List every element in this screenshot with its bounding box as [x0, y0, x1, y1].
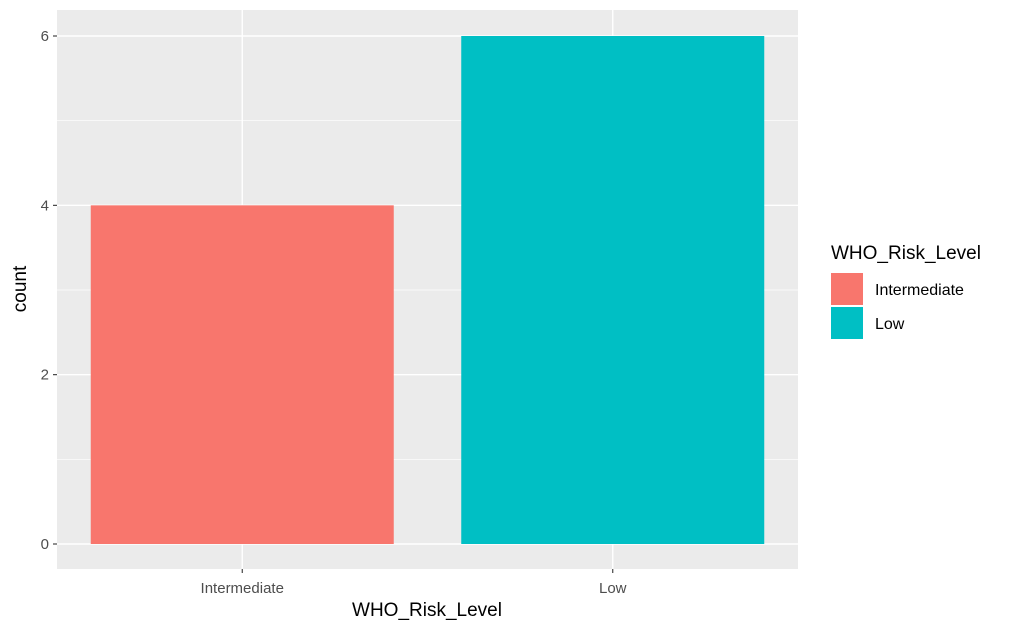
bar-intermediate [90, 205, 394, 545]
y-tick-label: 2 [41, 367, 49, 384]
legend-key-low [831, 307, 863, 339]
x-tick-label: Intermediate [201, 580, 284, 597]
bar-low [461, 36, 765, 544]
legend-label: Low [875, 316, 905, 333]
legend: WHO_Risk_Level Intermediate Low [831, 243, 981, 339]
y-axis-title: count [10, 265, 31, 312]
legend-key-intermediate [831, 273, 863, 305]
x-axis: Intermediate Low [201, 569, 627, 597]
y-tick-label: 0 [41, 536, 49, 553]
y-axis: 0 2 4 6 [41, 28, 57, 553]
legend-title: WHO_Risk_Level [831, 243, 981, 264]
y-tick-label: 4 [41, 197, 49, 214]
bars [90, 36, 765, 545]
legend-label: Intermediate [875, 282, 964, 299]
x-axis-title: WHO_Risk_Level [352, 600, 502, 621]
x-tick-label: Low [599, 580, 627, 597]
y-tick-label: 6 [41, 28, 49, 45]
